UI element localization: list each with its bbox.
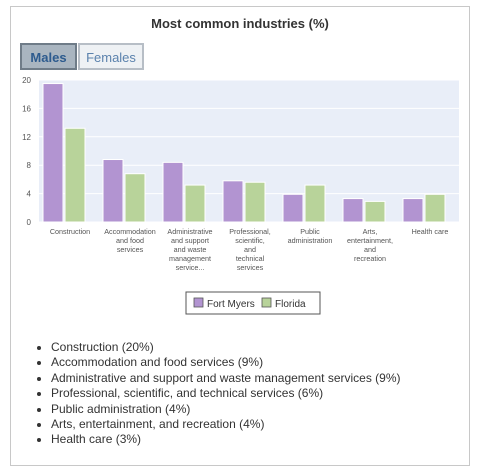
x-tick-label: service... bbox=[176, 263, 205, 272]
x-tick-label: administration bbox=[288, 236, 333, 245]
industry-list: Construction (20%)Accommodation and food… bbox=[35, 340, 401, 448]
x-tick-label: entertainment, bbox=[347, 236, 393, 245]
list-item: Administrative and support and waste man… bbox=[51, 371, 401, 386]
tab-females[interactable]: Females bbox=[78, 43, 144, 70]
bar-fort-myers bbox=[222, 180, 244, 223]
legend-swatch-fort-myers bbox=[193, 297, 204, 308]
bar-fort-myers bbox=[402, 198, 424, 223]
x-tick-label: scientific, bbox=[235, 236, 265, 245]
legend-swatch-florida bbox=[261, 297, 272, 308]
list-item: Arts, entertainment, and recreation (4%) bbox=[51, 417, 401, 432]
x-tick-label: recreation bbox=[354, 254, 386, 263]
legend-label: Florida bbox=[275, 299, 306, 310]
x-tick-label: and waste bbox=[174, 245, 207, 254]
bar-florida bbox=[64, 127, 86, 223]
bar-florida bbox=[244, 181, 266, 223]
bar-fort-myers bbox=[342, 198, 364, 223]
x-tick-label: Accommodation bbox=[104, 227, 156, 236]
bar-florida bbox=[124, 173, 146, 223]
y-tick-label: 12 bbox=[22, 133, 31, 142]
x-tick-label: management bbox=[169, 254, 211, 263]
x-tick-label: and bbox=[244, 245, 256, 254]
x-tick-label: and food bbox=[116, 236, 144, 245]
y-tick-label: 8 bbox=[27, 161, 32, 170]
bar-fort-myers bbox=[102, 159, 124, 223]
list-item: Construction (20%) bbox=[51, 340, 401, 355]
x-tick-label: Construction bbox=[50, 227, 90, 236]
list-item: Accommodation and food services (9%) bbox=[51, 355, 401, 370]
bar-florida bbox=[424, 193, 446, 223]
x-tick-label: and support bbox=[171, 236, 209, 245]
x-tick-label: technical bbox=[236, 254, 265, 263]
bar-fort-myers bbox=[162, 161, 184, 223]
bar-fort-myers bbox=[42, 83, 64, 223]
bar-fort-myers bbox=[282, 193, 304, 223]
tab-males[interactable]: Males bbox=[20, 43, 77, 70]
list-item: Health care (3%) bbox=[51, 432, 401, 447]
list-item: Professional, scientific, and technical … bbox=[51, 386, 401, 401]
y-tick-label: 16 bbox=[22, 104, 31, 113]
x-tick-label: Public bbox=[300, 227, 320, 236]
y-tick-label: 20 bbox=[22, 76, 31, 85]
legend-box bbox=[185, 291, 321, 315]
x-tick-label: and bbox=[364, 245, 376, 254]
list-item: Public administration (4%) bbox=[51, 402, 401, 417]
chart-title: Most common industries (%) bbox=[151, 16, 329, 31]
legend-label: Fort Myers bbox=[207, 299, 255, 310]
x-tick-label: Professional, bbox=[229, 227, 271, 236]
bar-florida bbox=[304, 184, 326, 223]
x-tick-label: Administrative bbox=[167, 227, 212, 236]
bar-florida bbox=[364, 200, 386, 223]
x-tick-label: Health care bbox=[412, 227, 449, 236]
x-tick-label: services bbox=[237, 263, 264, 272]
y-tick-label: 0 bbox=[27, 218, 32, 227]
y-tick-label: 4 bbox=[27, 190, 32, 199]
x-tick-label: services bbox=[117, 245, 144, 254]
bar-florida bbox=[184, 184, 206, 223]
industries-panel: Most common industries (%) Males Females… bbox=[10, 6, 470, 466]
x-tick-label: Arts, bbox=[363, 227, 378, 236]
